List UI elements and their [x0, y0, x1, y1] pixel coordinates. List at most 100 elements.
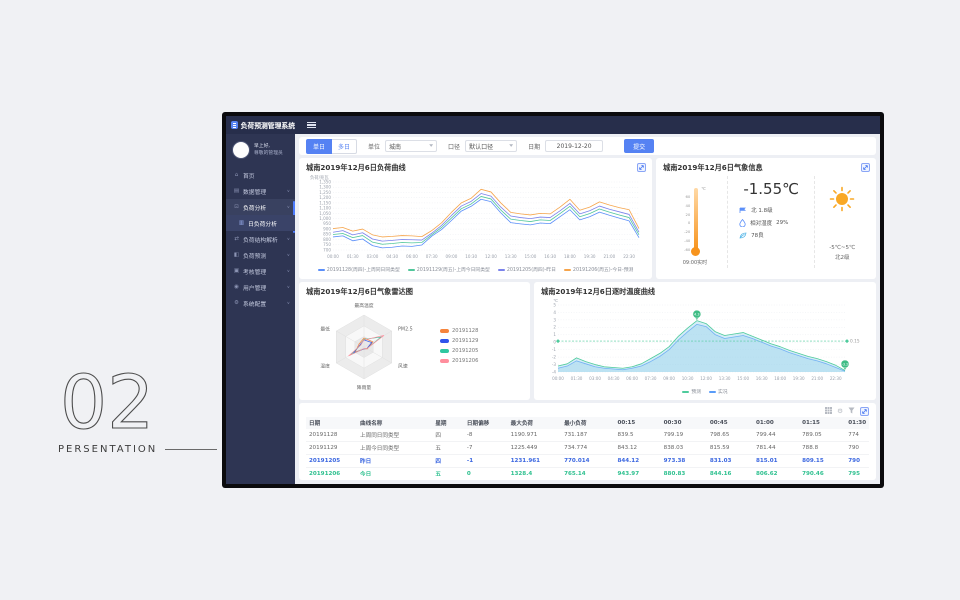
- legend-item[interactable]: 20191129: [440, 338, 478, 344]
- legend-item[interactable]: 实况: [709, 388, 728, 395]
- weather-panel: 城南2019年12月6日气象信息 60 40 20 0 -20 -40 -60 ℃ 09: [656, 158, 876, 279]
- weather-title: 城南2019年12月6日气象信息: [663, 163, 763, 172]
- svg-text:-2: -2: [552, 355, 556, 360]
- table-row[interactable]: 20191128 上周同日同类型四 -8 1190.971 731.187 839.5 79…: [306, 429, 869, 442]
- legend-item[interactable]: 20191206: [440, 358, 478, 364]
- table-column-header: 星期: [435, 421, 447, 427]
- sidebar-toggle-icon[interactable]: [307, 121, 316, 129]
- svg-text:0.15: 0.15: [850, 339, 860, 345]
- panel-row-2: 城南2019年12月6日气象雷达图 最高温度 PM2.5 风速 降雨量 湿度 最低 201…: [299, 282, 876, 400]
- table-cell: 1328.4: [507, 467, 562, 476]
- bar-chart-icon: ▥: [238, 220, 245, 226]
- expand-icon[interactable]: [637, 163, 646, 172]
- unit-select[interactable]: 城南 ▼: [385, 140, 438, 152]
- tab-single-day[interactable]: 单日: [306, 138, 333, 154]
- legend-item[interactable]: 20191205(周四)-昨日: [497, 266, 556, 273]
- table-cell: 788.8: [799, 441, 846, 455]
- svg-text:1,350: 1,350: [319, 179, 331, 184]
- filter-funnel-icon[interactable]: [848, 407, 855, 416]
- expand-icon[interactable]: [861, 163, 870, 172]
- sidebar-item-load-structure-analysis[interactable]: ⇄ 负荷结构解析 ∨: [226, 231, 295, 247]
- svg-text:10:30: 10:30: [465, 254, 477, 259]
- legend-item[interactable]: 20191206(周五)-今日-预测: [563, 266, 633, 273]
- legend-swatch: [440, 329, 449, 333]
- svg-text:1,150: 1,150: [319, 200, 331, 205]
- temp-curve-chart[interactable]: ℃ -4 -3 -2 -1 0 1 2 3 4 5 00:00 01:30 03:00 04:30 06:00…: [541, 297, 871, 383]
- svg-text:04:30: 04:30: [386, 254, 398, 259]
- app-title: 负荷预测管理系统: [240, 122, 295, 130]
- grid-view-icon[interactable]: [825, 407, 833, 416]
- sidebar-item-label: 用户管理: [243, 285, 267, 292]
- svg-text:06:00: 06:00: [406, 254, 418, 259]
- svg-text:01:30: 01:30: [347, 254, 359, 259]
- current-temperature: -1.55℃: [743, 180, 799, 198]
- app-logo: 负荷预测管理系统: [226, 120, 295, 130]
- table-row[interactable]: 20191206 今日五 0 1328.4 765.14 943.97 880.83 844.…: [306, 467, 869, 476]
- thermo-tick: 20: [685, 211, 691, 217]
- svg-text:00:00: 00:00: [327, 254, 339, 259]
- caliber-select[interactable]: 默认口径 ▼: [465, 140, 518, 152]
- avatar[interactable]: [232, 141, 250, 159]
- svg-text:湿度: 湿度: [320, 362, 330, 369]
- table-cell: 1190.971: [507, 429, 562, 442]
- tab-multi-day[interactable]: 多日: [332, 138, 358, 154]
- chevron-down-icon: ∨: [286, 269, 290, 273]
- table-cell: 831.03: [706, 454, 753, 468]
- sidebar-item-data-management[interactable]: ▤ 数据管理 ∨: [226, 183, 295, 199]
- legend-swatch: [682, 390, 690, 393]
- chevron-down-icon: ▼: [509, 143, 514, 149]
- table-column-header: 日期偏移: [466, 421, 490, 427]
- table-row[interactable]: 20191205 昨日四 -1 1231.961 770.014 844.12 973.38…: [306, 454, 869, 468]
- table-cell: 20191206: [306, 467, 358, 476]
- table-cell: -8: [463, 429, 508, 442]
- sidebar-item-load-analysis[interactable]: ⊡ 负荷分析 ∨: [226, 199, 295, 215]
- air-quality-row: 78良: [739, 231, 803, 239]
- table-cell: 815.59: [706, 441, 753, 455]
- chevron-down-icon: ∨: [286, 285, 290, 289]
- sidebar-item-system-config[interactable]: ⚙ 系统配置 ∨: [226, 295, 295, 311]
- svg-text:2: 2: [553, 325, 556, 330]
- settings-gear-icon[interactable]: ⚙: [837, 407, 843, 416]
- svg-text:12:00: 12:00: [700, 376, 712, 381]
- table-cell: 上周同日同类型: [357, 429, 433, 442]
- main-content: 单日 多日 单位 城南 ▼ 口径 默认口径 ▼ 日期 提交 城南2019年12月…: [295, 134, 880, 484]
- svg-text:750: 750: [323, 242, 331, 247]
- sun-icon: [829, 186, 855, 212]
- humidity-row: 相对湿度 29%: [739, 218, 803, 227]
- table-cell: 844.16: [706, 467, 753, 476]
- chevron-down-icon: ∨: [286, 301, 290, 305]
- sidebar-item-home[interactable]: ⌂ 首页: [226, 167, 295, 183]
- sidebar-item-user-management[interactable]: ◉ 用户管理 ∨: [226, 279, 295, 295]
- weather-current-block: -1.55℃ 北 1.8级 相对湿度 29%: [726, 176, 816, 268]
- svg-text:04:30: 04:30: [608, 376, 620, 381]
- slide-number: 02: [60, 368, 154, 438]
- sidebar-item-label: 负荷预测: [243, 253, 267, 260]
- legend-item[interactable]: 20191128(周四)-上周同日同类型: [317, 266, 400, 273]
- app-header: 负荷预测管理系统: [226, 116, 880, 134]
- table-cell: 774: [845, 429, 869, 442]
- sidebar-item-assessment-management[interactable]: ▣ 考核管理 ∨: [226, 263, 295, 279]
- legend-item[interactable]: 20191128: [440, 328, 478, 334]
- date-input[interactable]: [545, 140, 604, 152]
- svg-text:700: 700: [323, 247, 331, 252]
- expand-icon[interactable]: [860, 407, 869, 416]
- table-column-header: 00:30: [663, 420, 682, 426]
- table-cell: -1: [463, 454, 508, 468]
- table-column-header: 01:15: [802, 420, 820, 426]
- legend-item[interactable]: 20191129(周五)-上周今日同类型: [407, 266, 490, 273]
- legend-swatch: [497, 268, 505, 271]
- sidebar-item-daily-load-analysis[interactable]: ▥ 日负荷分析: [226, 215, 295, 231]
- legend-item[interactable]: 20191205: [440, 348, 478, 354]
- weather-time-label: 09:00实时: [682, 260, 708, 266]
- table-row[interactable]: 20191129 上周今日同类型五 -7 1225.449 734.774 843.12 8…: [306, 441, 869, 455]
- submit-button[interactable]: 提交: [624, 139, 655, 153]
- table-cell: 789.05: [799, 429, 846, 442]
- sidebar-item-load-forecast[interactable]: ◧ 负荷预测 ∨: [226, 247, 295, 263]
- table-container: 日期 曲线名称 星期 日期偏移 最大负荷 最小负荷 00:15 00:30 00:45 01:00…: [306, 417, 869, 476]
- legend-swatch: [563, 268, 571, 271]
- load-curve-panel: 城南2019年12月6日负荷曲线 负荷/兆瓦 700 750 800 850 900 950…: [299, 158, 652, 279]
- load-curve-chart[interactable]: 负荷/兆瓦7007508008509009501,0001,0501,1001,…: [306, 173, 645, 261]
- report-icon: ▣: [233, 268, 240, 274]
- legend-item[interactable]: 预测: [682, 388, 701, 395]
